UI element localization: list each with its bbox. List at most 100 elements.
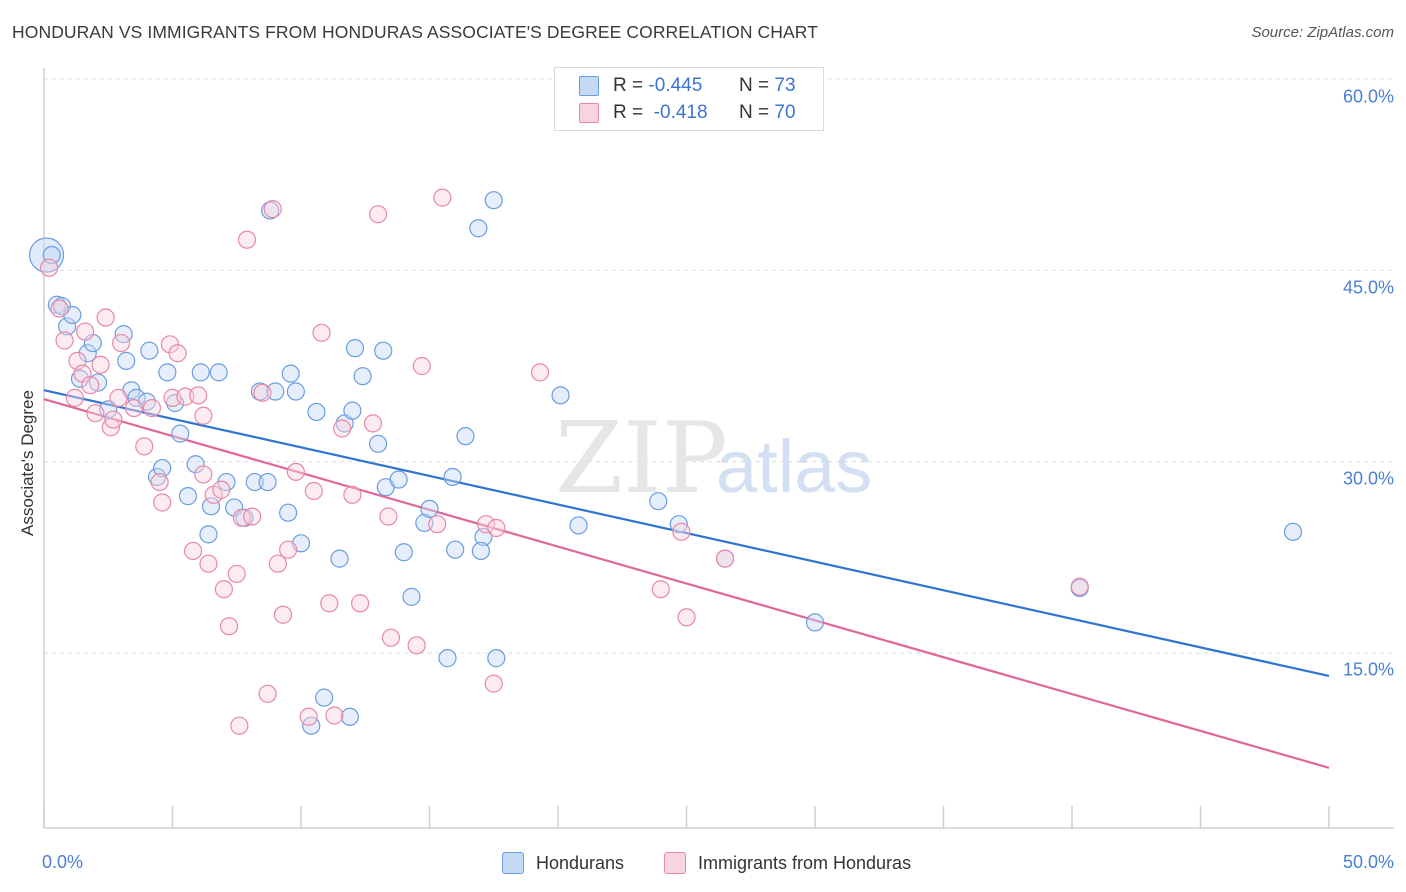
data-point [649,492,668,511]
data-point [433,188,452,207]
data-point [76,322,95,341]
data-point [194,465,213,484]
data-point [677,608,696,627]
data-point [320,594,339,613]
data-point [243,507,262,526]
data-point [471,541,490,561]
n-label: N = [739,102,770,123]
y-axis-label: Associate's Degree [18,390,37,536]
data-point [78,344,97,363]
data-point [214,580,233,599]
data-point [201,497,221,516]
data-point [65,388,84,407]
source-label: Source: ZipAtlas.com [1251,24,1394,41]
data-point [353,367,372,386]
data-point [412,356,431,376]
data-point [111,333,131,353]
data-point [158,363,177,382]
n-label: N = [739,75,770,96]
data-point [70,369,90,388]
data-point [183,541,203,561]
legend-item-immigrants-from-honduras[interactable]: Immigrants from Honduras [664,852,911,874]
data-point [420,499,439,518]
data-point [389,470,408,489]
series-hondurans [28,191,1303,735]
data-point [279,540,298,559]
legend-row-immigrants: R = -0.418 N = 70 [579,101,796,125]
data-point [209,363,228,382]
data-point [230,716,249,735]
data-point [135,437,154,456]
legend-swatch-blue [502,852,524,874]
x-tick-label: 50.0% [1342,852,1394,872]
data-point [258,472,277,492]
watermark-zip: ZIP [555,402,728,516]
y-tick-label: 30.0% [1342,468,1394,489]
y-tick-label: 15.0% [1342,659,1394,680]
data-point [672,522,691,541]
watermark-atlas: atlas [716,425,872,508]
data-point [369,205,388,224]
y-tick-label: 45.0% [1342,277,1394,298]
data-point [340,707,359,726]
r-label: R = [613,75,644,96]
data-point [307,402,326,422]
data-point [333,419,352,438]
data-point [279,503,298,522]
data-point [281,364,300,383]
data-point [268,554,287,573]
data-point [86,404,105,423]
data-point [1283,522,1303,541]
data-point [253,383,272,402]
data-point [81,376,100,395]
trend-line [43,398,1330,769]
axes [43,68,1394,829]
gridlines [44,78,1394,654]
legend-label: Immigrants from Honduras [698,852,912,873]
data-point [569,516,588,535]
legend-item-hondurans[interactable]: Hondurans [502,852,624,874]
x-tick-label: 0.0% [42,852,84,872]
data-point [286,382,305,401]
data-point [438,649,457,668]
data-point [1070,577,1089,596]
correlation-legend: R = -0.445 N = 73 R = -0.418 N = 70 [554,67,824,131]
data-point [55,331,74,350]
data-point [194,406,213,425]
data-point [381,628,401,647]
data-point [273,605,293,624]
data-point [150,472,169,492]
data-point [171,424,190,443]
data-point [178,487,198,506]
data-point [484,674,503,693]
data-point [374,341,393,360]
legend-swatch-pink [579,103,599,123]
data-point [407,636,426,655]
data-point [369,434,388,453]
data-point [168,344,187,363]
data-point [142,398,162,418]
data-point [189,386,208,405]
data-point [476,515,496,534]
data-point [258,684,277,703]
legend-row-hondurans: R = -0.445 N = 73 [579,74,796,98]
data-point [124,398,144,418]
legend-label: Hondurans [536,852,625,873]
data-point [530,363,550,382]
r-value: -0.418 [653,102,708,123]
series-immigrants-from-honduras [40,188,1089,735]
data-point [343,401,362,420]
data-point [351,594,370,613]
data-point [446,540,465,559]
data-point [245,472,264,492]
data-point [91,355,110,374]
data-point [312,323,331,342]
data-point [153,458,172,478]
data-point [315,688,334,707]
data-point [109,388,128,407]
data-point [304,481,323,501]
data-point [212,480,231,499]
data-point [237,230,257,249]
data-point [96,308,115,327]
